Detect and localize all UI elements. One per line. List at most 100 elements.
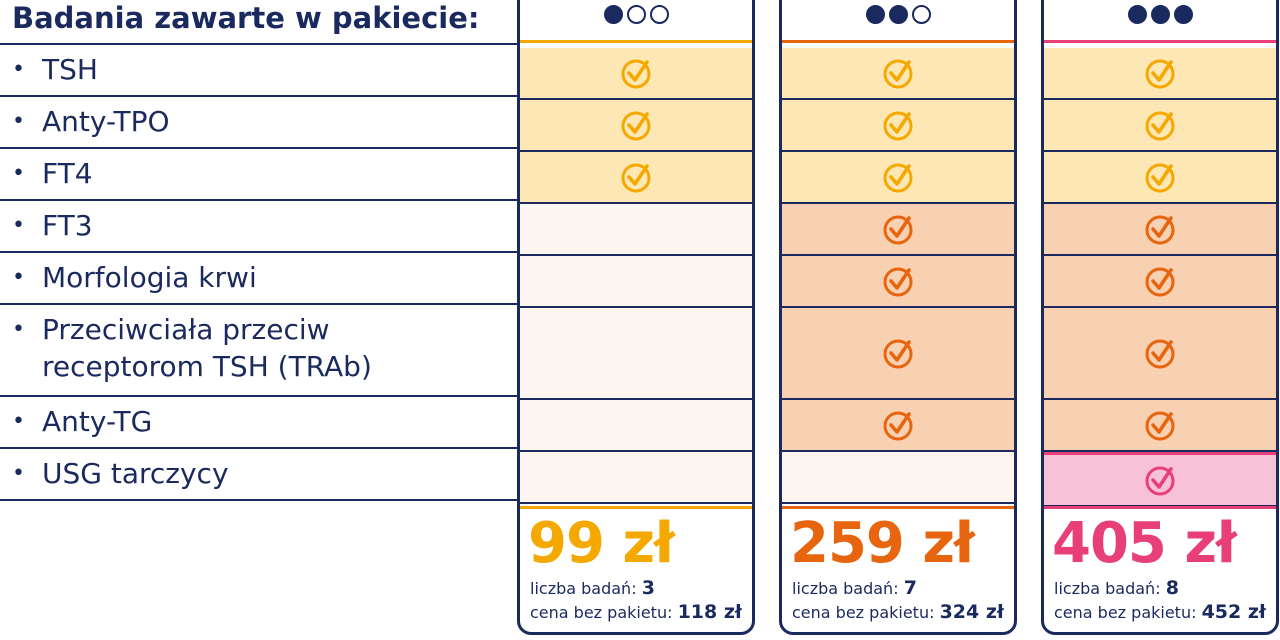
test-row-trab: • Przeciwciała przeciw receptorom TSH (T…	[0, 305, 517, 397]
included-cell	[1044, 256, 1276, 308]
original-price-label: cena bez pakietu:	[530, 603, 673, 622]
price-without-package: cena bez pakietu: 324 zł	[792, 601, 1004, 623]
original-price-value: 118 zł	[677, 601, 742, 623]
test-count-label: liczba badań:	[792, 579, 899, 598]
included-cell	[520, 48, 752, 100]
test-count-value: 3	[641, 577, 655, 599]
section-heading: Badania zawarte w pakiecie:	[12, 1, 480, 35]
check-circle-icon	[1145, 267, 1175, 297]
package-basic-card[interactable]: 99 zł liczba badań: 3 cena bez pakietu: 11…	[517, 0, 755, 635]
empty-cell	[520, 400, 752, 452]
test-label: Anty-TG	[42, 405, 153, 438]
included-cell	[1044, 400, 1276, 452]
check-circle-icon	[883, 339, 913, 369]
check-circle-icon	[883, 111, 913, 141]
test-row-anty-tpo: • Anty-TPO	[0, 97, 517, 149]
included-cell	[782, 256, 1014, 308]
check-circle-icon	[1145, 411, 1175, 441]
empty-cell	[520, 204, 752, 256]
included-cell	[782, 152, 1014, 204]
filled-dot-icon	[865, 5, 885, 24]
test-row-ft3: • FT3	[0, 201, 517, 253]
bullet-icon: •	[12, 265, 25, 290]
test-count-value: 7	[903, 577, 917, 599]
test-label: Anty-TPO	[42, 105, 170, 138]
bullet-icon: •	[12, 213, 25, 238]
test-row-tsh: • TSH	[0, 45, 517, 97]
included-cell	[1044, 152, 1276, 204]
check-circle-icon	[1145, 339, 1175, 369]
package-standard-card[interactable]: 259 zł liczba badań: 7 cena bez pakietu: 3…	[779, 0, 1017, 635]
included-cell	[1044, 100, 1276, 152]
check-circle-icon	[1145, 111, 1175, 141]
price-without-package: cena bez pakietu: 118 zł	[530, 601, 742, 623]
package-price: 99 zł	[528, 511, 675, 576]
filled-dot-icon	[1127, 5, 1147, 24]
test-label: FT3	[42, 209, 93, 242]
bullet-icon: •	[12, 461, 25, 486]
package-level-indicator	[520, 5, 752, 24]
check-circle-icon	[1145, 466, 1175, 496]
check-circle-icon	[1145, 59, 1175, 89]
included-cell	[782, 400, 1014, 452]
empty-dot-icon	[626, 5, 646, 24]
test-label: FT4	[42, 157, 93, 190]
test-label: Morfologia krwi	[42, 261, 257, 294]
test-label: TSH	[42, 53, 98, 86]
empty-dot-icon	[649, 5, 669, 24]
empty-cell	[520, 256, 752, 308]
filled-dot-icon	[1173, 5, 1193, 24]
included-cell	[1044, 452, 1276, 507]
check-circle-icon	[883, 163, 913, 193]
included-cell	[1044, 308, 1276, 400]
test-row-morfologia: • Morfologia krwi	[0, 253, 517, 305]
included-cell	[520, 152, 752, 204]
test-row-usg: • USG tarczycy	[0, 449, 517, 501]
test-count: liczba badań: 7	[792, 577, 917, 599]
price-divider	[1044, 506, 1276, 509]
check-circle-icon	[883, 411, 913, 441]
bullet-icon: •	[12, 109, 25, 134]
test-label-line1: Przeciwciała przeciw	[42, 313, 330, 346]
test-row-ft4: • FT4	[0, 149, 517, 201]
filled-dot-icon	[888, 5, 908, 24]
package-level-indicator	[1044, 5, 1276, 24]
accent-line	[1044, 40, 1276, 43]
included-cell	[520, 100, 752, 152]
check-circle-icon	[1145, 215, 1175, 245]
price-divider	[520, 506, 752, 509]
included-cell	[782, 48, 1014, 100]
check-circle-icon	[621, 163, 651, 193]
test-count-label: liczba badań:	[530, 579, 637, 598]
test-row-anty-tg: • Anty-TG	[0, 397, 517, 449]
test-label: USG tarczycy	[42, 457, 229, 490]
heading-divider	[0, 43, 517, 45]
empty-cell	[520, 308, 752, 400]
original-price-value: 452 zł	[1201, 601, 1266, 623]
test-label-line2: receptorom TSH (TRAb)	[42, 350, 372, 383]
included-cell	[1044, 48, 1276, 100]
accent-line	[782, 40, 1014, 43]
check-circle-icon	[883, 59, 913, 89]
package-level-indicator	[782, 5, 1014, 24]
check-circle-icon	[621, 111, 651, 141]
empty-dot-icon	[911, 5, 931, 24]
price-without-package: cena bez pakietu: 452 zł	[1054, 601, 1266, 623]
check-circle-icon	[621, 59, 651, 89]
included-cell	[782, 308, 1014, 400]
bullet-icon: •	[12, 409, 25, 434]
filled-dot-icon	[603, 5, 623, 24]
test-count-label: liczba badań:	[1054, 579, 1161, 598]
empty-cell	[520, 452, 752, 504]
check-circle-icon	[883, 267, 913, 297]
bullet-icon: •	[12, 57, 25, 82]
accent-line	[520, 40, 752, 43]
test-count: liczba badań: 8	[1054, 577, 1179, 599]
bullet-icon: •	[12, 317, 25, 342]
included-cell	[782, 100, 1014, 152]
check-circle-icon	[1145, 163, 1175, 193]
included-cell	[782, 204, 1014, 256]
original-price-label: cena bez pakietu:	[1054, 603, 1197, 622]
included-cell	[1044, 204, 1276, 256]
package-premium-card[interactable]: 405 zł liczba badań: 8 cena bez pakietu: 4…	[1041, 0, 1279, 635]
